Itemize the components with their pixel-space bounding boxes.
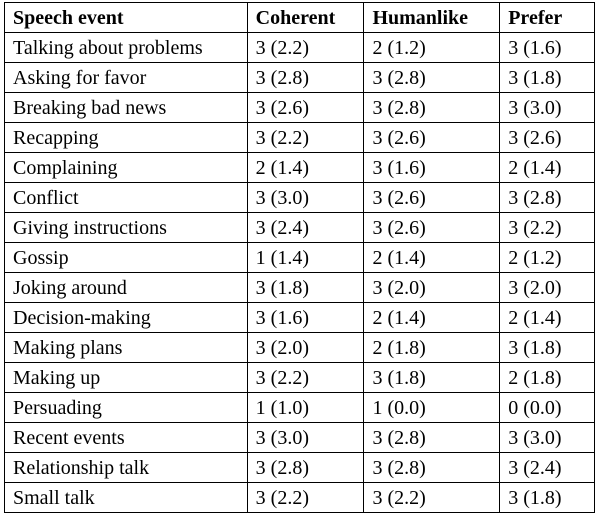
humanlike-cell: 3 (2.2) [363,482,501,513]
prefer-cell: 3 (1.6) [499,32,595,63]
coherent-cell: 3 (2.2) [246,482,365,513]
prefer-cell: 3 (2.2) [499,212,595,243]
speech-event-cell: Conflict [4,182,248,213]
table-row: Complaining 2 (1.4) 3 (1.6) 2 (1.4) [4,152,595,183]
prefer-cell: 3 (2.8) [499,182,595,213]
humanlike-cell: 3 (2.8) [363,92,501,123]
coherent-cell: 3 (2.8) [246,452,365,483]
humanlike-cell: 2 (1.4) [363,302,501,333]
prefer-cell: 3 (1.8) [499,332,595,363]
table-row: Joking around 3 (1.8) 3 (2.0) 3 (2.0) [4,272,595,303]
header-prefer: Prefer [499,2,595,33]
humanlike-cell: 1 (0.0) [363,392,501,423]
humanlike-cell: 3 (1.6) [363,152,501,183]
table-row: Making up 3 (2.2) 3 (1.8) 2 (1.8) [4,362,595,393]
table-header-row: Speech event Coherent Humanlike Prefer [4,2,595,33]
speech-event-cell: Complaining [4,152,248,183]
humanlike-cell: 3 (2.0) [363,272,501,303]
humanlike-cell: 2 (1.8) [363,332,501,363]
speech-event-cell: Recapping [4,122,248,153]
humanlike-cell: 3 (2.8) [363,452,501,483]
coherent-cell: 1 (1.4) [246,242,365,273]
speech-event-results-table: Speech event Coherent Humanlike Prefer T… [4,2,595,513]
coherent-cell: 3 (2.4) [246,212,365,243]
header-coherent: Coherent [246,2,365,33]
prefer-cell: 3 (3.0) [499,422,595,453]
prefer-cell: 2 (1.4) [499,152,595,183]
humanlike-cell: 3 (2.6) [363,182,501,213]
humanlike-cell: 2 (1.2) [363,32,501,63]
humanlike-cell: 3 (2.8) [363,422,501,453]
prefer-cell: 3 (1.8) [499,62,595,93]
coherent-cell: 3 (2.2) [246,362,365,393]
prefer-cell: 3 (1.8) [499,482,595,513]
speech-event-cell: Decision-making [4,302,248,333]
humanlike-cell: 3 (2.6) [363,122,501,153]
coherent-cell: 3 (1.6) [246,302,365,333]
speech-event-cell: Small talk [4,482,248,513]
table-row: Making plans 3 (2.0) 2 (1.8) 3 (1.8) [4,332,595,363]
prefer-cell: 3 (3.0) [499,92,595,123]
prefer-cell: 2 (1.8) [499,362,595,393]
table-row: Asking for favor 3 (2.8) 3 (2.8) 3 (1.8) [4,62,595,93]
coherent-cell: 3 (2.2) [246,122,365,153]
coherent-cell: 1 (1.0) [246,392,365,423]
prefer-cell: 2 (1.2) [499,242,595,273]
speech-event-cell: Gossip [4,242,248,273]
prefer-cell: 0 (0.0) [499,392,595,423]
prefer-cell: 3 (2.4) [499,452,595,483]
table-row: Breaking bad news 3 (2.6) 3 (2.8) 3 (3.0) [4,92,595,123]
table-row: Conflict 3 (3.0) 3 (2.6) 3 (2.8) [4,182,595,213]
table-row: Giving instructions 3 (2.4) 3 (2.6) 3 (2.2) [4,212,595,243]
table-row: Recapping 3 (2.2) 3 (2.6) 3 (2.6) [4,122,595,153]
speech-event-cell: Persuading [4,392,248,423]
prefer-cell: 2 (1.4) [499,302,595,333]
speech-event-cell: Giving instructions [4,212,248,243]
speech-event-cell: Breaking bad news [4,92,248,123]
coherent-cell: 3 (2.6) [246,92,365,123]
speech-event-cell: Recent events [4,422,248,453]
table-body: Talking about problems 3 (2.2) 2 (1.2) 3 (1… [4,32,595,513]
table-row: Persuading 1 (1.0) 1 (0.0) 0 (0.0) [4,392,595,423]
coherent-cell: 2 (1.4) [246,152,365,183]
coherent-cell: 3 (1.8) [246,272,365,303]
header-speech-event: Speech event [4,2,248,33]
table-row: Decision-making 3 (1.6) 2 (1.4) 2 (1.4) [4,302,595,333]
table-row: Recent events 3 (3.0) 3 (2.8) 3 (3.0) [4,422,595,453]
table-row: Relationship talk 3 (2.8) 3 (2.8) 3 (2.4) [4,452,595,483]
speech-event-cell: Talking about problems [4,32,248,63]
speech-event-cell: Making plans [4,332,248,363]
humanlike-cell: 3 (2.6) [363,212,501,243]
humanlike-cell: 3 (2.8) [363,62,501,93]
speech-event-cell: Joking around [4,272,248,303]
speech-event-cell: Relationship talk [4,452,248,483]
coherent-cell: 3 (2.0) [246,332,365,363]
speech-event-cell: Making up [4,362,248,393]
table-row: Talking about problems 3 (2.2) 2 (1.2) 3 (1… [4,32,595,63]
table-row: Gossip 1 (1.4) 2 (1.4) 2 (1.2) [4,242,595,273]
table-row: Small talk 3 (2.2) 3 (2.2) 3 (1.8) [4,482,595,513]
prefer-cell: 3 (2.6) [499,122,595,153]
coherent-cell: 3 (3.0) [246,182,365,213]
coherent-cell: 3 (2.8) [246,62,365,93]
speech-event-cell: Asking for favor [4,62,248,93]
header-humanlike: Humanlike [363,2,501,33]
humanlike-cell: 2 (1.4) [363,242,501,273]
prefer-cell: 3 (2.0) [499,272,595,303]
coherent-cell: 3 (3.0) [246,422,365,453]
humanlike-cell: 3 (1.8) [363,362,501,393]
coherent-cell: 3 (2.2) [246,32,365,63]
